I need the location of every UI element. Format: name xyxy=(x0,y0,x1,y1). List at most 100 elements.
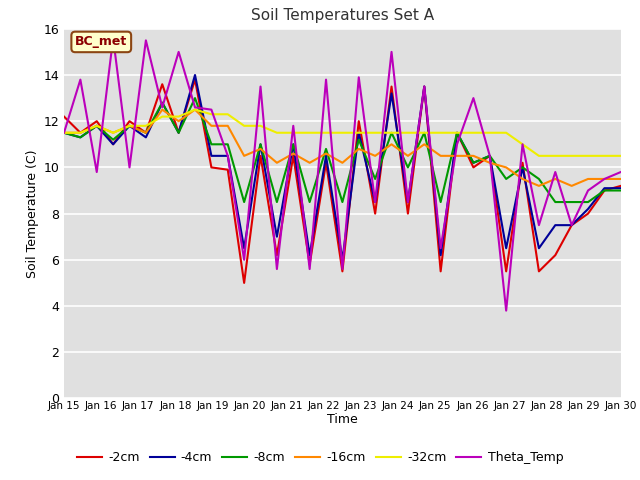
-2cm xyxy=(568,222,575,228)
-4cm xyxy=(486,153,493,159)
Text: BC_met: BC_met xyxy=(75,36,127,48)
-16cm xyxy=(552,176,559,182)
-16cm xyxy=(159,107,166,112)
-16cm xyxy=(453,153,461,159)
-8cm xyxy=(568,199,575,205)
-8cm xyxy=(207,142,215,147)
-4cm xyxy=(355,130,363,136)
-32cm xyxy=(60,130,68,136)
-2cm xyxy=(257,153,264,159)
-2cm xyxy=(142,130,150,136)
-2cm xyxy=(322,160,330,166)
-8cm xyxy=(404,165,412,170)
-32cm xyxy=(518,142,526,147)
Theta_Temp xyxy=(355,74,363,80)
-32cm xyxy=(77,130,84,136)
-8cm xyxy=(371,176,379,182)
Theta_Temp xyxy=(486,153,493,159)
-2cm xyxy=(273,252,281,258)
-4cm xyxy=(125,123,133,129)
Line: Theta_Temp: Theta_Temp xyxy=(64,38,621,311)
-8cm xyxy=(486,153,493,159)
-4cm xyxy=(584,206,592,212)
-2cm xyxy=(224,167,232,173)
-8cm xyxy=(437,199,445,205)
-2cm xyxy=(502,268,510,274)
-16cm xyxy=(60,130,68,136)
-4cm xyxy=(552,222,559,228)
Title: Soil Temperatures Set A: Soil Temperatures Set A xyxy=(251,9,434,24)
-8cm xyxy=(306,199,314,205)
-32cm xyxy=(420,130,428,136)
Theta_Temp xyxy=(306,266,314,272)
-32cm xyxy=(535,153,543,159)
Line: -32cm: -32cm xyxy=(64,109,621,156)
-2cm xyxy=(77,130,84,136)
-2cm xyxy=(355,118,363,124)
-32cm xyxy=(388,130,396,136)
-4cm xyxy=(191,72,199,78)
-2cm xyxy=(125,118,133,124)
-16cm xyxy=(191,107,199,112)
-8cm xyxy=(175,130,182,136)
Theta_Temp xyxy=(273,266,281,272)
-32cm xyxy=(404,130,412,136)
-32cm xyxy=(568,153,575,159)
-32cm xyxy=(470,130,477,136)
-8cm xyxy=(420,130,428,136)
-8cm xyxy=(60,130,68,136)
-2cm xyxy=(404,211,412,216)
Theta_Temp xyxy=(240,257,248,263)
-32cm xyxy=(207,111,215,117)
-4cm xyxy=(453,130,461,136)
-32cm xyxy=(191,107,199,112)
Line: -8cm: -8cm xyxy=(64,98,621,202)
-8cm xyxy=(355,137,363,143)
-4cm xyxy=(404,199,412,205)
-4cm xyxy=(60,130,68,136)
-8cm xyxy=(322,146,330,152)
-2cm xyxy=(175,130,182,136)
-4cm xyxy=(339,257,346,263)
-16cm xyxy=(142,130,150,136)
-16cm xyxy=(109,130,117,136)
-4cm xyxy=(159,100,166,106)
Y-axis label: Soil Temperature (C): Soil Temperature (C) xyxy=(26,149,39,278)
-16cm xyxy=(240,153,248,159)
-16cm xyxy=(404,153,412,159)
Theta_Temp xyxy=(93,169,100,175)
-2cm xyxy=(600,188,608,193)
-16cm xyxy=(322,151,330,156)
-2cm xyxy=(584,211,592,216)
-4cm xyxy=(109,142,117,147)
-4cm xyxy=(273,234,281,240)
-2cm xyxy=(420,84,428,89)
-8cm xyxy=(339,199,346,205)
Theta_Temp xyxy=(388,49,396,55)
Theta_Temp xyxy=(420,84,428,89)
-2cm xyxy=(93,118,100,124)
-16cm xyxy=(175,118,182,124)
Theta_Temp xyxy=(584,188,592,193)
-8cm xyxy=(535,176,543,182)
-16cm xyxy=(77,130,84,136)
-16cm xyxy=(518,176,526,182)
-16cm xyxy=(224,123,232,129)
-32cm xyxy=(617,153,625,159)
Theta_Temp xyxy=(60,130,68,136)
Theta_Temp xyxy=(470,95,477,101)
-4cm xyxy=(142,134,150,140)
-32cm xyxy=(142,123,150,129)
-4cm xyxy=(470,160,477,166)
-4cm xyxy=(371,199,379,205)
-16cm xyxy=(257,146,264,152)
-8cm xyxy=(93,123,100,129)
-2cm xyxy=(207,165,215,170)
-2cm xyxy=(470,165,477,170)
-32cm xyxy=(437,130,445,136)
-32cm xyxy=(355,130,363,136)
-32cm xyxy=(159,114,166,120)
Theta_Temp xyxy=(207,107,215,112)
-32cm xyxy=(257,123,264,129)
-32cm xyxy=(224,111,232,117)
